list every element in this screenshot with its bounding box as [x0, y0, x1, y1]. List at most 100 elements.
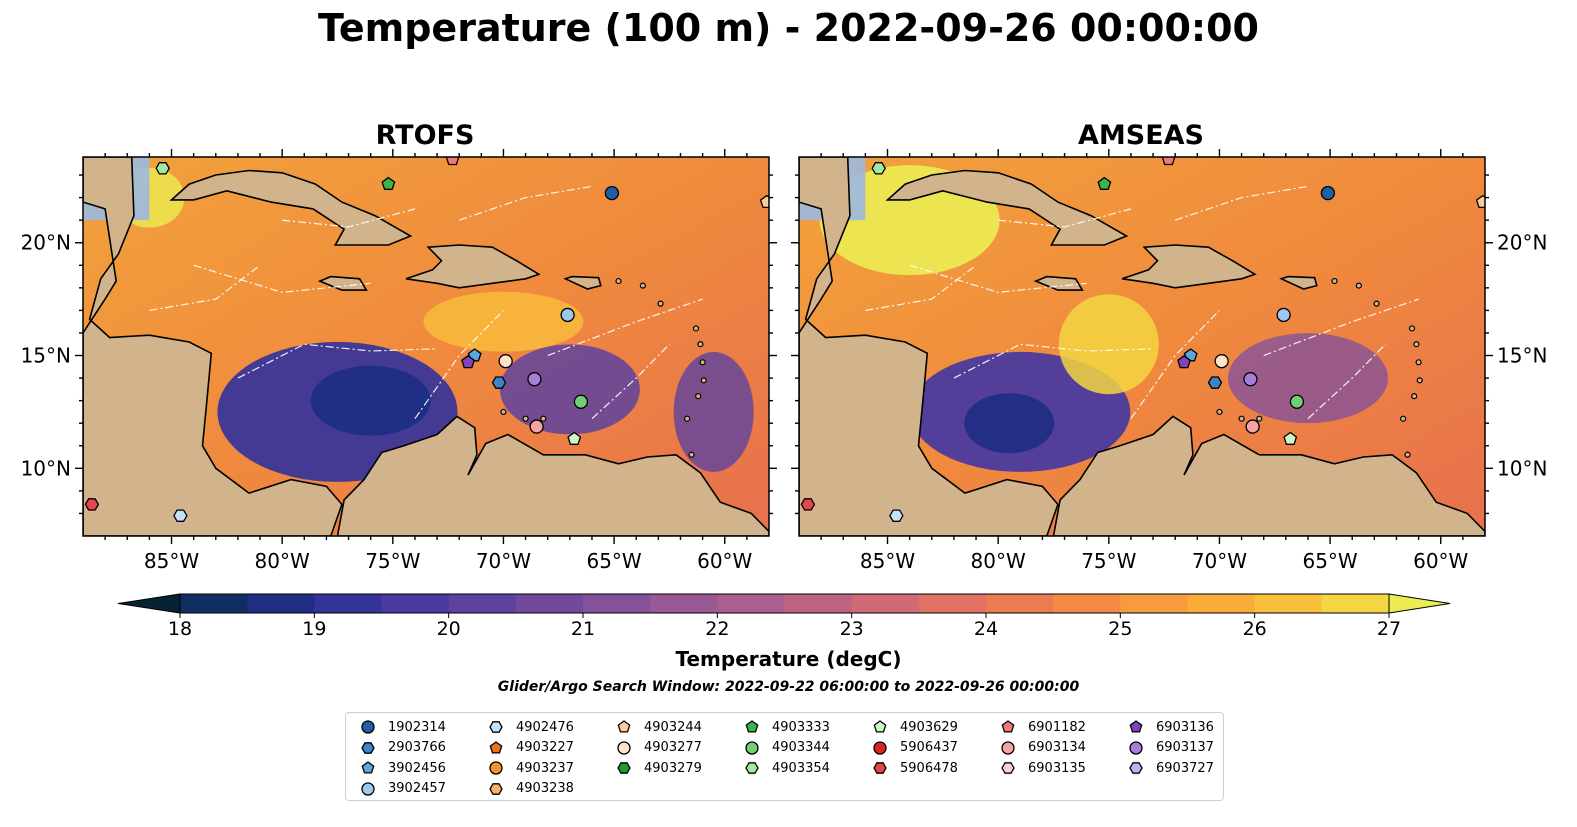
legend-label: 4903244	[644, 719, 702, 735]
legend-column: 4902476 4903227 4903237 4903238	[488, 717, 574, 799]
colorbar-label: Temperature (degC)	[675, 647, 902, 671]
legend-marker-4903277	[617, 741, 631, 755]
legend-marker-2903766	[361, 741, 375, 754]
colorbar-segment	[717, 594, 785, 613]
legend-marker-6903727	[1129, 762, 1143, 775]
legend-label: 4903238	[516, 781, 574, 797]
colorbar-tick-label: 19	[302, 618, 327, 640]
map-figure: 85°W 80°W 75°W 70°W 65°W 60°W 20°N 15°N 10°N 85°…	[21, 149, 1547, 573]
x-tick-label: 75°W	[365, 549, 420, 573]
eez-boundary	[1175, 185, 1309, 221]
colorbar-tick-label: 24	[973, 618, 999, 640]
hexagon-marker-icon	[873, 762, 887, 775]
legend-marker-4903279	[617, 762, 631, 775]
legend-item: 2903766	[360, 738, 446, 759]
legend-marker-5906478	[873, 762, 887, 775]
eez-boundary	[998, 208, 1132, 228]
eez-boundary	[953, 343, 1154, 379]
legend-item: 4903629	[872, 717, 958, 738]
y-tick-label: 10°N	[1497, 456, 1547, 480]
x-tick-label: 70°W	[476, 549, 531, 573]
float-marker-4903354	[155, 162, 170, 175]
x-tick-label: 85°W	[144, 549, 199, 573]
map-panel-rtofs: 85°W 80°W 75°W 70°W 65°W 60°W 20°N 15°N 10°N	[21, 149, 777, 573]
float-marker-4903629	[567, 431, 582, 445]
legend-marker-6903136	[1129, 720, 1143, 733]
land-southAmerica	[1052, 415, 1485, 536]
legend-marker-4903238	[489, 782, 503, 795]
circle-marker-icon	[873, 741, 887, 755]
colorbar-segment	[1053, 594, 1121, 613]
colorbar-segment	[381, 594, 450, 613]
colorbar-segment	[851, 594, 920, 613]
colorbar-tick-label: 20	[436, 618, 461, 640]
legend-marker-6901182	[1001, 720, 1015, 733]
legend-item: 3902456	[360, 758, 446, 779]
float-marker-6903136	[1177, 354, 1191, 369]
legend-item: 6903135	[1000, 758, 1086, 779]
x-tick-label: 75°W	[1081, 549, 1136, 573]
legend-label: 5906478	[900, 760, 958, 776]
main-title: Temperature (100 m) - 2022-09-26 00:00:0…	[317, 6, 1259, 50]
circle-marker-icon	[361, 720, 375, 734]
circle-marker-icon	[1001, 741, 1015, 755]
legend-column: 4903244 4903277 4903279	[616, 717, 702, 779]
legend-label: 2903766	[388, 740, 446, 756]
legend-label: 6903137	[1156, 740, 1214, 756]
legend-marker-4903237	[489, 761, 503, 775]
x-tick-label: 80°W	[255, 549, 310, 573]
hexagon-marker-icon	[745, 762, 759, 775]
legend-label: 1902314	[388, 719, 446, 735]
pentagon-marker-icon	[361, 761, 375, 774]
colorbar-segment	[650, 594, 718, 613]
legend-item: 5906478	[872, 758, 958, 779]
hexagon-marker-icon	[1129, 762, 1143, 775]
x-tick-label: 70°W	[1192, 549, 1247, 573]
legend-marker-4903344	[745, 741, 759, 755]
colorbar-tick-label: 18	[167, 618, 193, 640]
float-marker-4902476	[173, 509, 188, 522]
circle-marker-icon	[745, 741, 759, 755]
legend-marker-4903629	[873, 720, 887, 733]
colorbar-segment	[247, 594, 315, 613]
eez-boundary	[237, 343, 438, 379]
float-marker-1902314	[604, 185, 620, 201]
float-marker-4903333	[381, 176, 396, 190]
float-marker-6903134	[1245, 419, 1260, 434]
colorbar-segment	[180, 594, 248, 613]
colorbar-segment	[448, 594, 517, 613]
pentagon-marker-icon	[873, 720, 887, 733]
legend-label: 5906437	[900, 740, 958, 756]
legend-label: 4903333	[772, 719, 830, 735]
legend-label: 3902456	[388, 760, 446, 776]
legend-marker-5906437	[873, 741, 887, 755]
circle-marker-icon	[489, 761, 503, 775]
colorbar-segment	[583, 594, 651, 613]
cold-eddy-east	[673, 351, 754, 472]
warm-core	[1058, 294, 1159, 395]
cold-core	[964, 393, 1055, 454]
land-centralAmerica	[83, 157, 343, 536]
colorbar-tick-label: 26	[1242, 618, 1267, 640]
cold-eddy	[499, 344, 640, 435]
hexagon-marker-icon	[489, 721, 503, 734]
pentagon-marker-icon	[1001, 720, 1015, 733]
legend-marker-4903333	[745, 720, 759, 733]
hexagon-marker-icon	[361, 741, 375, 754]
pentagon-marker-icon	[617, 720, 631, 733]
legend-item: 6903136	[1128, 717, 1214, 738]
colorbar-tick-label: 27	[1376, 618, 1402, 640]
float-marker-6903134	[529, 419, 544, 434]
x-tick-label: 60°W	[1413, 549, 1468, 573]
panel-title-rtofs: RTOFS	[375, 120, 475, 151]
legend-marker-6903135	[1001, 762, 1015, 775]
panel-title-amseas: AMSEAS	[1078, 120, 1204, 151]
legend: 1902314 2903766 3902456 3902457 4902476 49032…	[345, 712, 1224, 801]
legend-label: 4903227	[516, 740, 574, 756]
colorbar-segment	[784, 594, 853, 613]
legend-item: 6903137	[1128, 738, 1214, 759]
warm-filament	[423, 291, 584, 352]
y-tick-label: 20°N	[21, 231, 71, 255]
colorbar-segment	[515, 594, 584, 613]
float-marker-2903766	[491, 376, 507, 389]
